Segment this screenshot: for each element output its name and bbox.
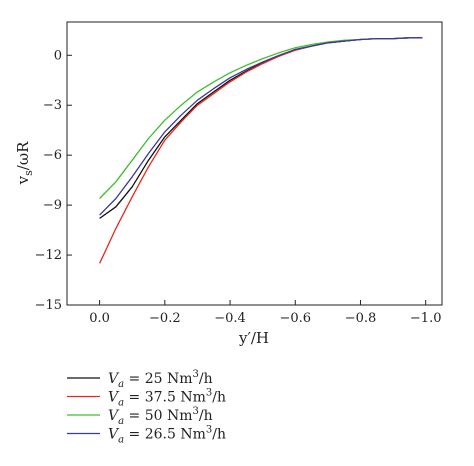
legend-label: Va = 26.5 Nm3/h bbox=[108, 425, 226, 446]
x-tick-label: −0.8 bbox=[345, 311, 377, 326]
svg-text:vs/ωR: vs/ωR bbox=[14, 141, 35, 185]
legend-label: Va = 25 Nm3/h bbox=[108, 369, 213, 390]
x-tick-label: 0.0 bbox=[89, 311, 110, 326]
y-axis-ticks: 0 −3 −6 −9 −12 −15 bbox=[35, 48, 72, 313]
y-tick-label: 0 bbox=[54, 48, 62, 63]
y-tick-label: −3 bbox=[43, 98, 62, 113]
y-tick-label: −6 bbox=[43, 148, 62, 163]
y-tick-label: −15 bbox=[35, 298, 62, 313]
legend-entry: Va = 25 Nm3/h bbox=[67, 369, 213, 390]
x-axis-label: y′/H bbox=[238, 329, 269, 347]
legend-entry: Va = 26.5 Nm3/h bbox=[67, 425, 226, 446]
x-tick-label: −0.4 bbox=[214, 311, 246, 326]
legend-entry: Va = 50 Nm3/h bbox=[67, 406, 213, 427]
plot-frame bbox=[66, 21, 443, 306]
series-line-4 bbox=[99, 37, 423, 216]
series-line-2 bbox=[99, 37, 423, 264]
legend-label: Va = 50 Nm3/h bbox=[108, 406, 213, 427]
legend-label: Va = 37.5 Nm3/h bbox=[108, 388, 226, 409]
legend-entry: Va = 37.5 Nm3/h bbox=[67, 388, 226, 409]
y-tick-label: −9 bbox=[43, 198, 62, 213]
legend: Va = 25 Nm3/hVa = 37.5 Nm3/hVa = 50 Nm3/… bbox=[67, 369, 226, 446]
y-axis-label: vs/ωR bbox=[14, 141, 35, 185]
x-tick-label: −0.6 bbox=[279, 311, 311, 326]
x-tick-label: −1.0 bbox=[410, 311, 442, 326]
series-lines bbox=[99, 37, 423, 264]
y-tick-label: −12 bbox=[35, 248, 62, 263]
x-axis-ticks: 0.0 −0.2 −0.4 −0.6 −0.8 −1.0 bbox=[89, 300, 441, 326]
x-tick-label: −0.2 bbox=[149, 311, 181, 326]
series-line-3 bbox=[99, 37, 423, 199]
